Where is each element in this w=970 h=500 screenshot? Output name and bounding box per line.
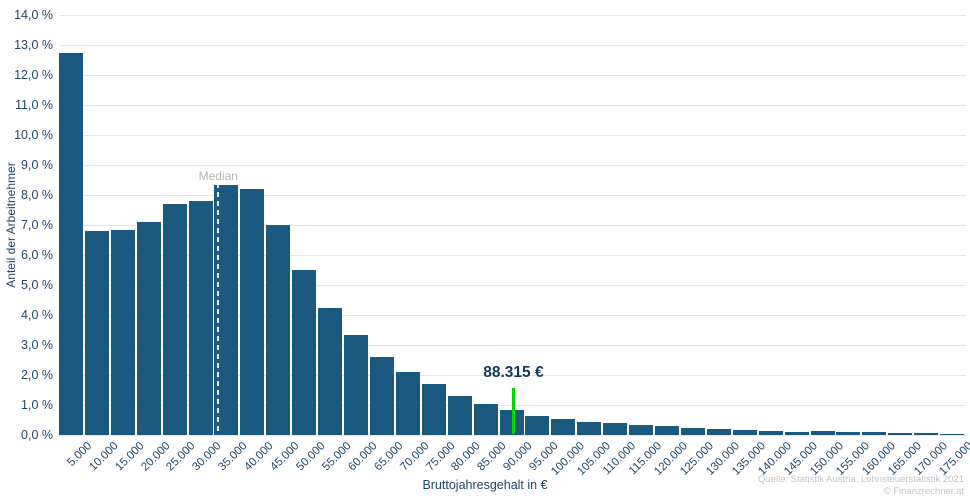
x-tick-label: 10.000 [86, 440, 121, 474]
y-tick-label: 0,0 % [21, 428, 53, 442]
copyright-line: © Finanzrechner.at [883, 485, 964, 497]
gridline [59, 135, 966, 136]
gridline [59, 15, 966, 16]
gridline [59, 315, 966, 316]
y-tick-label: 12,0 % [14, 68, 53, 82]
bar-10.000[interactable] [84, 231, 109, 435]
bar-170.000[interactable] [914, 433, 939, 435]
bar-20.000[interactable] [136, 222, 161, 435]
plot-area [59, 15, 966, 436]
gridline [59, 225, 966, 226]
bar-165.000[interactable] [888, 432, 913, 435]
gridline [59, 375, 966, 376]
bar-145.000[interactable] [784, 431, 809, 435]
bar-15.000[interactable] [110, 229, 135, 435]
salary-marker-label: 88.315 € [483, 364, 544, 381]
bar-25.000[interactable] [162, 204, 187, 435]
bar-140.000[interactable] [758, 431, 783, 435]
y-tick-label: 2,0 % [21, 368, 53, 382]
bar-50.000[interactable] [292, 270, 317, 435]
y-tick-label: 8,0 % [21, 188, 53, 202]
bar-75.000[interactable] [421, 384, 446, 435]
y-tick-label: 11,0 % [15, 98, 53, 112]
bar-175.000[interactable] [940, 433, 965, 435]
bar-80.000[interactable] [447, 396, 472, 435]
bar-155.000[interactable] [836, 432, 861, 435]
bar-110.000[interactable] [603, 423, 628, 435]
y-tick-label: 6,0 % [21, 248, 53, 262]
y-tick-label: 1,0 % [21, 398, 53, 412]
bar-30.000[interactable] [188, 201, 213, 435]
gridline [59, 45, 966, 46]
bar-125.000[interactable] [680, 427, 705, 435]
median-label: Median [198, 169, 238, 183]
gridline [59, 255, 966, 256]
chart-source: Quelle: Statistik Austria, Lohnsteuersta… [758, 474, 964, 497]
y-tick-label: 9,0 % [21, 158, 53, 172]
bar-65.000[interactable] [369, 357, 394, 435]
gridline [59, 285, 966, 286]
x-tick-label: 55.000 [320, 440, 354, 474]
y-tick-label: 4,0 % [21, 308, 53, 322]
bar-90.000[interactable] [499, 409, 524, 435]
median-line [217, 183, 220, 435]
bar-150.000[interactable] [810, 431, 835, 435]
gridline [59, 105, 966, 106]
y-tick-label: 13,0 % [14, 38, 53, 52]
bar-5.000[interactable] [59, 52, 83, 435]
bar-130.000[interactable] [706, 429, 731, 435]
bar-85.000[interactable] [473, 403, 498, 435]
bar-135.000[interactable] [732, 430, 757, 435]
gridline [59, 345, 966, 346]
gridline [59, 75, 966, 76]
bar-45.000[interactable] [266, 225, 291, 435]
bar-100.000[interactable] [551, 418, 576, 435]
x-tick-label: 45.000 [268, 440, 302, 474]
y-tick-label: 10,0 % [14, 128, 53, 142]
y-tick-label: 5,0 % [21, 278, 53, 292]
bar-115.000[interactable] [629, 424, 654, 435]
x-axis-title: Bruttojahresgehalt in € [422, 478, 548, 492]
y-tick-label: 3,0 % [21, 338, 53, 352]
bar-120.000[interactable] [655, 426, 680, 435]
gridline [59, 165, 966, 166]
y-tick-label: 7,0 % [21, 218, 53, 232]
y-tick-label: 14,0 % [14, 8, 53, 22]
bar-70.000[interactable] [395, 372, 420, 435]
bar-160.000[interactable] [862, 432, 887, 435]
bar-60.000[interactable] [344, 334, 369, 435]
bar-55.000[interactable] [318, 307, 343, 435]
salary-marker-line [511, 388, 515, 434]
x-tick-label: 50.000 [294, 440, 328, 474]
source-line: Quelle: Statistik Austria, Lohnsteuersta… [758, 474, 964, 485]
bar-105.000[interactable] [577, 421, 602, 435]
bar-40.000[interactable] [240, 189, 265, 435]
gridline [59, 435, 966, 436]
bar-95.000[interactable] [525, 415, 550, 435]
gridline [59, 195, 966, 196]
